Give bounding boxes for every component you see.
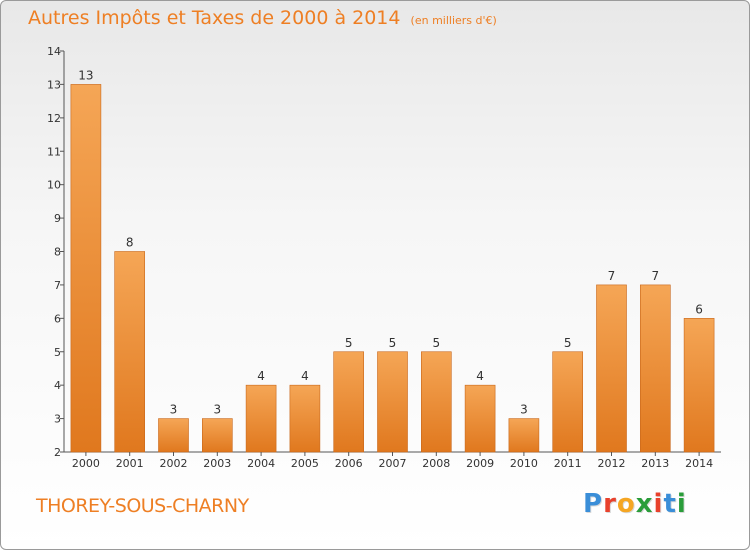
data-label: 3 [520,403,528,417]
y-tick-label: 4 [54,379,61,392]
logo-letter: r [603,489,617,519]
logo-letter: o [616,489,636,519]
x-tick-label: 2000 [72,457,100,470]
y-tick-label: 13 [47,78,61,91]
y-tick-label: 3 [54,413,61,426]
logo-letter: i [676,489,687,519]
bar [683,318,715,453]
y-tick-label: 6 [54,312,61,325]
logo-letter: x [635,489,654,519]
data-label: 3 [213,403,221,417]
x-tick-label: 2003 [203,457,231,470]
data-label: 4 [257,369,265,383]
data-label: 3 [170,403,178,417]
bar [245,384,277,453]
bar [420,351,452,453]
logo-letter: t [663,489,677,519]
proxiti-logo: Proxiti [583,489,687,519]
y-tick-label: 14 [47,45,61,58]
x-tick-label: 2010 [510,457,538,470]
x-tick-label: 2011 [554,457,582,470]
data-label: 8 [126,236,134,250]
data-label: 5 [432,336,440,350]
data-label: 5 [564,336,572,350]
x-tick-label: 2008 [422,457,450,470]
y-tick-label: 8 [54,246,61,259]
data-label: 7 [651,269,659,283]
bar [202,418,233,453]
x-tick-label: 2005 [291,457,319,470]
chart-title: Autres Impôts et Taxes de 2000 à 2014 (e… [28,7,497,29]
bar [289,384,321,453]
bar [377,351,408,453]
y-tick-label: 12 [47,112,61,125]
bar [333,351,365,453]
y-tick-label: 2 [54,446,61,459]
x-tick-label: 2004 [247,457,275,470]
data-label: 6 [695,302,703,316]
data-label: 13 [78,68,93,82]
bar [70,84,102,453]
bar [552,351,584,453]
data-label: 4 [476,369,484,383]
x-tick-label: 2013 [641,457,669,470]
x-tick-label: 2009 [466,457,494,470]
bar [464,384,496,453]
data-label: 5 [345,336,353,350]
y-tick-label: 10 [47,179,61,192]
data-label: 5 [389,336,397,350]
bar [508,418,540,453]
x-tick-label: 2007 [379,457,407,470]
bar [114,251,145,453]
bar [596,284,627,453]
bar [158,418,189,453]
x-tick-label: 2002 [160,457,188,470]
y-tick-label: 9 [54,212,61,225]
commune-name: THOREY-SOUS-CHARNY [36,495,249,517]
logo-letter: P [583,489,604,519]
logo-letter: i [653,489,664,519]
chart-title-main: Autres Impôts et Taxes de 2000 à 2014 [28,7,401,29]
data-label: 7 [608,269,616,283]
x-tick-label: 2001 [116,457,144,470]
x-tick-label: 2014 [685,457,713,470]
y-tick-label: 5 [54,346,61,359]
chart-title-unit: (en milliers d'€) [410,14,497,27]
x-tick-label: 2006 [335,457,363,470]
x-tick-label: 2012 [598,457,626,470]
bar [639,284,671,453]
data-label: 4 [301,369,309,383]
y-tick-label: 11 [47,145,61,158]
y-tick-label: 7 [54,279,61,292]
